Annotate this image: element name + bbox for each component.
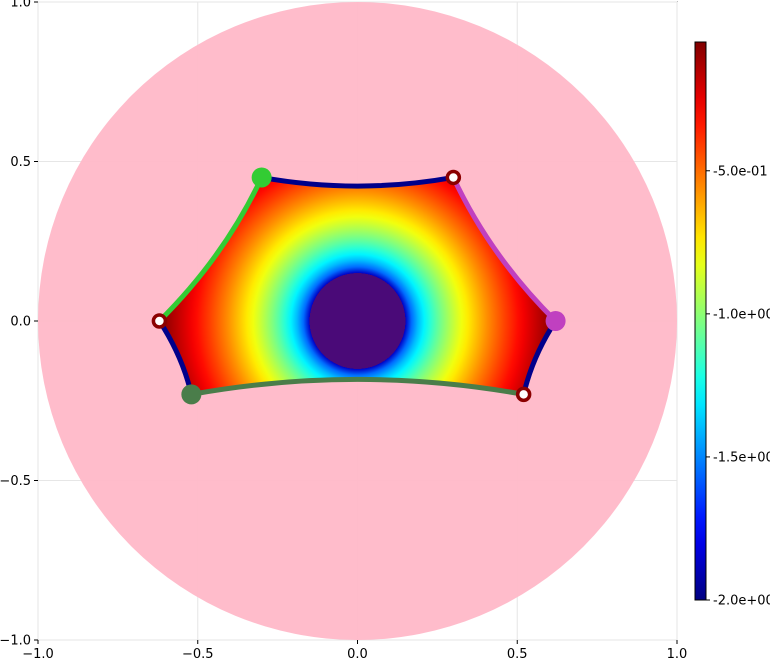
boundary-edge (259, 174, 456, 189)
x-tick-label: −1.0 (22, 647, 54, 662)
boundary-edge (450, 174, 559, 324)
vertex-marker (545, 311, 566, 331)
x-tick-label: 0.5 (507, 647, 528, 662)
vertex-marker (151, 313, 168, 329)
colorbar-bar (694, 41, 707, 601)
colorbar-tick-label: -2.0e+00 (713, 594, 770, 609)
vertex-marker (515, 386, 532, 403)
plot-layer (38, 2, 677, 640)
boundary-edge (156, 174, 265, 324)
field-region (159, 177, 556, 395)
y-tick-label: −1.0 (0, 634, 31, 649)
vertex-marker (181, 384, 202, 405)
y-tick-label: −0.5 (0, 474, 31, 489)
colorbar-tick-label: -5.0e-01 (713, 164, 768, 179)
y-tick-label: 0.5 (10, 155, 31, 170)
vertex-marker (445, 169, 462, 186)
colorbar-tick-label: -1.5e+00 (713, 450, 770, 465)
colorbar: -5.0e-01 -1.0e+00 -1.5e+00 -2.0e+00 (694, 41, 770, 609)
y-tick-label: 0.0 (10, 315, 31, 330)
y-tick-label: 1.0 (10, 0, 31, 11)
x-tick-label: 1.0 (667, 647, 688, 662)
vertex-marker (251, 167, 272, 188)
boundary-edge (188, 376, 527, 397)
x-tick-label: 0.0 (347, 647, 368, 662)
colorbar-tick-label: -1.0e+00 (713, 307, 770, 322)
axis-ticks: −1.0 −0.5 0.0 0.5 1.0 1.0 0.5 0.0 −0.5 −1.0 (0, 0, 687, 662)
x-tick-label: −0.5 (182, 647, 214, 662)
